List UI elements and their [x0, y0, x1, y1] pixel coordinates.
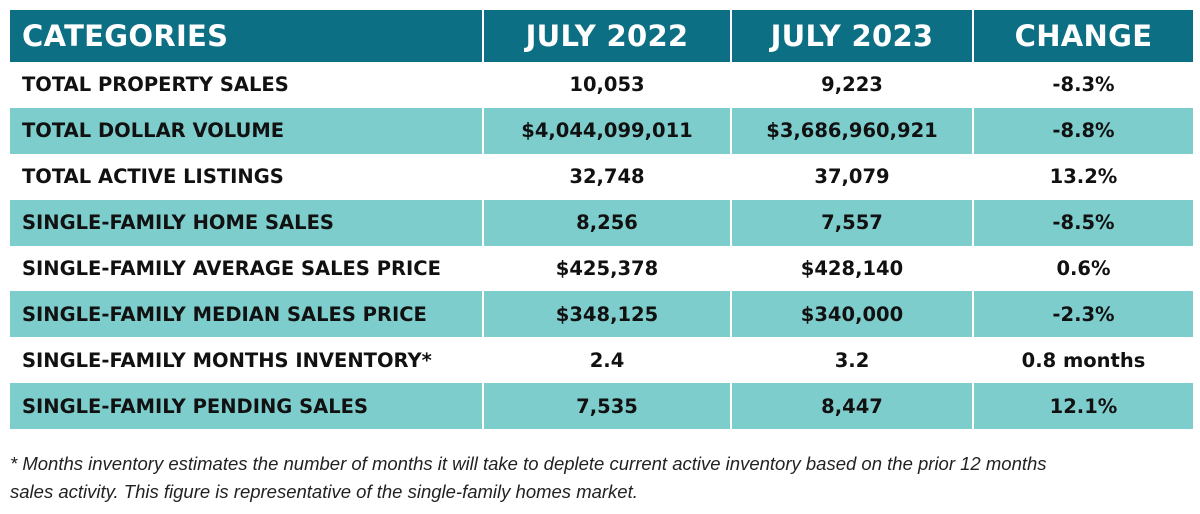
row-change: 0.8 months — [973, 337, 1193, 384]
table-row: SINGLE-FAMILY HOME SALES 8,256 7,557 -8.… — [10, 199, 1193, 246]
row-change: -2.3% — [973, 291, 1193, 338]
table-header-row: CATEGORIES JULY 2022 JULY 2023 CHANGE — [10, 10, 1193, 62]
footnote-line-2: sales activity. This figure is represent… — [10, 481, 638, 502]
header-categories: CATEGORIES — [10, 10, 484, 62]
header-july-2023: JULY 2023 — [731, 10, 974, 62]
row-july-2023: 3.2 — [731, 337, 974, 384]
header-july-2022: JULY 2022 — [483, 10, 732, 62]
row-july-2023: $428,140 — [731, 245, 974, 292]
row-july-2022: 32,748 — [483, 153, 732, 200]
table-row: TOTAL DOLLAR VOLUME $4,044,099,011 $3,68… — [10, 107, 1193, 154]
table-row: SINGLE-FAMILY PENDING SALES 7,535 8,447 … — [10, 383, 1193, 430]
row-july-2023: $3,686,960,921 — [731, 107, 974, 154]
footnote: * Months inventory estimates the number … — [10, 450, 1190, 506]
row-change: 0.6% — [973, 245, 1193, 292]
header-change: CHANGE — [973, 10, 1193, 62]
row-july-2023: $340,000 — [731, 291, 974, 338]
row-category: SINGLE-FAMILY AVERAGE SALES PRICE — [10, 245, 484, 292]
row-change: -8.5% — [973, 199, 1193, 246]
row-july-2022: 10,053 — [483, 62, 732, 108]
row-change: 12.1% — [973, 383, 1193, 430]
row-july-2022: $425,378 — [483, 245, 732, 292]
footnote-line-1: * Months inventory estimates the number … — [10, 453, 1047, 474]
row-july-2022: 7,535 — [483, 383, 732, 430]
row-july-2023: 37,079 — [731, 153, 974, 200]
market-stats-table: CATEGORIES JULY 2022 JULY 2023 CHANGE TO… — [10, 10, 1193, 430]
row-july-2022: 2.4 — [483, 337, 732, 384]
row-category: SINGLE-FAMILY PENDING SALES — [10, 383, 484, 430]
row-category: TOTAL DOLLAR VOLUME — [10, 107, 484, 154]
row-change: -8.3% — [973, 62, 1193, 108]
row-category: TOTAL ACTIVE LISTINGS — [10, 153, 484, 200]
table-row: SINGLE-FAMILY MONTHS INVENTORY* 2.4 3.2 … — [10, 337, 1193, 384]
row-july-2023: 7,557 — [731, 199, 974, 246]
row-category: SINGLE-FAMILY MEDIAN SALES PRICE — [10, 291, 484, 338]
row-july-2023: 8,447 — [731, 383, 974, 430]
row-change: 13.2% — [973, 153, 1193, 200]
row-category: SINGLE-FAMILY MONTHS INVENTORY* — [10, 337, 484, 384]
row-july-2022: $348,125 — [483, 291, 732, 338]
row-change: -8.8% — [973, 107, 1193, 154]
row-july-2022: 8,256 — [483, 199, 732, 246]
row-category: SINGLE-FAMILY HOME SALES — [10, 199, 484, 246]
table-row: SINGLE-FAMILY MEDIAN SALES PRICE $348,12… — [10, 291, 1193, 338]
row-july-2022: $4,044,099,011 — [483, 107, 732, 154]
table-row: TOTAL ACTIVE LISTINGS 32,748 37,079 13.2… — [10, 153, 1193, 200]
row-category: TOTAL PROPERTY SALES — [10, 62, 484, 108]
table-row: SINGLE-FAMILY AVERAGE SALES PRICE $425,3… — [10, 245, 1193, 292]
table-row: TOTAL PROPERTY SALES 10,053 9,223 -8.3% — [10, 62, 1193, 108]
row-july-2023: 9,223 — [731, 62, 974, 108]
